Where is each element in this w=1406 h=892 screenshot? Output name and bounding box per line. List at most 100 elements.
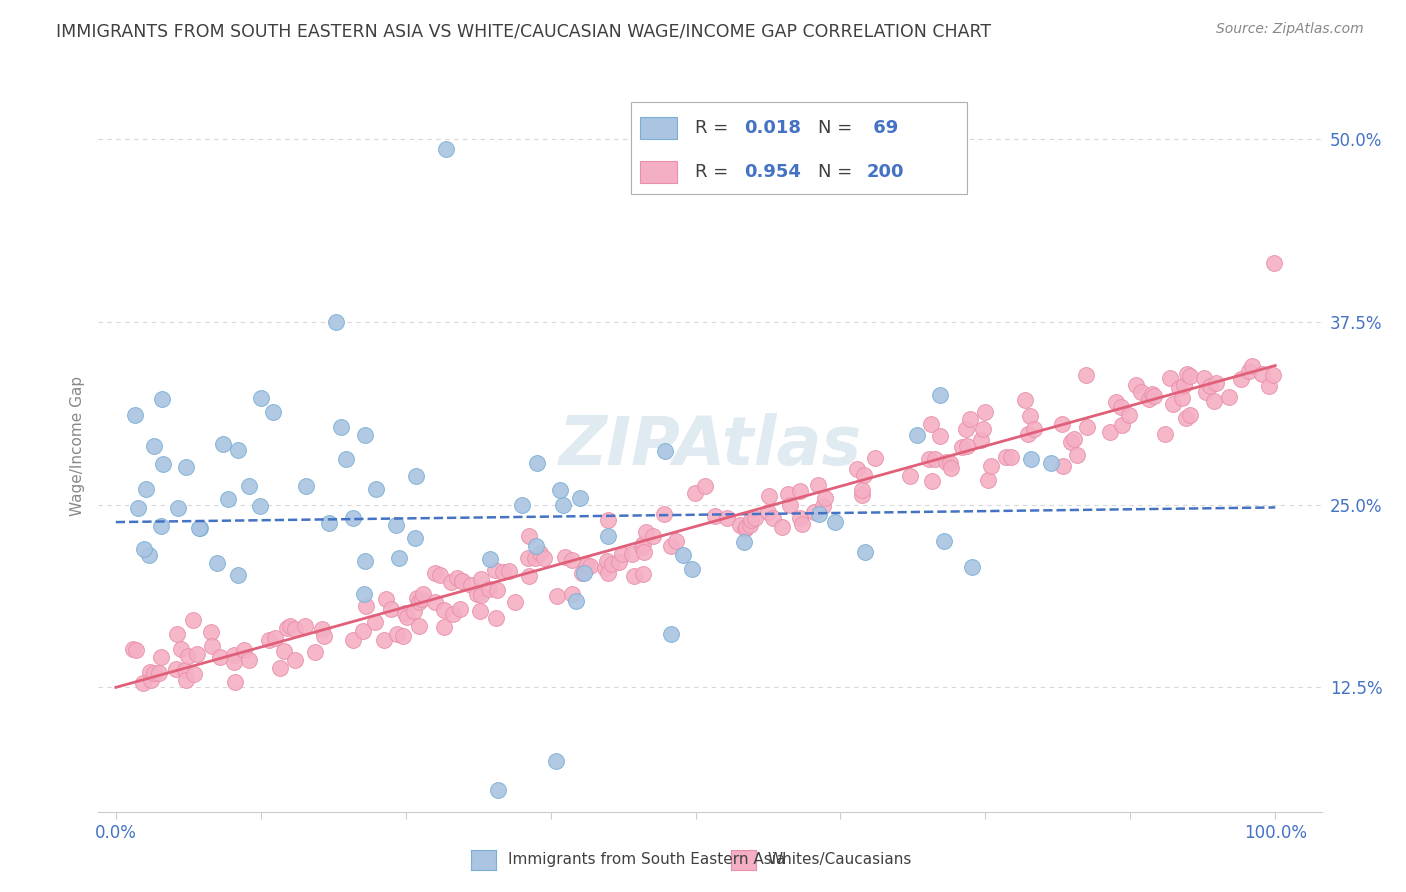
Point [408,619,430,633]
Point [740,513,762,527]
Point [335,451,357,466]
Text: Immigrants from South Eastern Asia: Immigrants from South Eastern Asia [508,853,785,867]
Point [970,433,993,447]
Point [1125,377,1147,392]
Point [789,510,811,524]
Point [1194,384,1216,399]
Point [485,611,508,625]
Point [1180,408,1202,422]
Point [779,498,801,512]
Point [529,546,551,560]
Point [546,589,568,603]
Point [152,457,174,471]
Point [1019,409,1042,423]
Point [402,604,425,618]
Point [631,567,654,582]
Point [294,619,316,633]
Point [127,500,149,515]
Point [314,629,336,643]
Point [1237,364,1260,378]
Point [738,518,761,533]
Point [1142,389,1164,403]
Point [956,439,979,453]
Point [633,537,655,551]
Point [1198,379,1220,393]
Point [554,549,576,564]
Point [734,520,756,534]
Point [394,606,416,620]
Point [342,511,364,525]
Point [1168,381,1191,395]
Point [758,505,780,519]
Text: 0.018: 0.018 [744,119,801,136]
Point [269,661,291,675]
Point [212,437,235,451]
Point [138,548,160,562]
Point [851,488,873,502]
Point [776,487,799,501]
Point [1218,390,1240,404]
Point [177,649,200,664]
Point [762,511,785,525]
Point [132,676,155,690]
Point [318,516,340,531]
Point [1052,459,1074,474]
Point [853,545,876,559]
Point [955,422,977,436]
Point [488,782,510,797]
Point [918,451,941,466]
Point [380,602,402,616]
Point [1118,408,1140,422]
Point [934,533,956,548]
Point [920,417,942,431]
Point [149,649,172,664]
Point [1263,368,1285,383]
Point [846,462,869,476]
Point [654,507,676,521]
Point [1137,392,1160,406]
Point [181,613,204,627]
Point [602,557,624,571]
Point [165,662,187,676]
Point [433,602,456,616]
Point [898,469,921,483]
Point [564,594,586,608]
Point [1024,421,1046,435]
Point [450,574,472,588]
Point [703,509,725,524]
Point [1258,379,1281,393]
Point [470,572,492,586]
Point [569,491,592,505]
Point [425,595,447,609]
Point [596,554,619,568]
Point [392,629,415,643]
Text: 0.954: 0.954 [744,162,801,181]
Point [375,592,398,607]
Point [671,548,693,562]
Point [434,142,457,156]
FancyBboxPatch shape [640,117,678,139]
Point [141,673,163,687]
Point [972,422,994,436]
Point [446,571,468,585]
Point [1039,456,1062,470]
Point [284,623,307,637]
Point [596,566,619,581]
Text: 69: 69 [866,119,898,136]
Point [939,461,962,475]
Point [770,520,793,534]
Point [429,567,451,582]
Point [1017,426,1039,441]
Point [633,544,655,558]
Point [1250,367,1272,381]
Point [641,529,664,543]
Point [207,556,229,570]
Point [523,550,546,565]
Point [405,469,427,483]
Point [921,475,943,489]
Point [526,456,548,470]
Text: N =: N = [818,119,858,136]
Point [807,508,830,522]
Point [623,569,645,583]
Point [1205,376,1227,390]
